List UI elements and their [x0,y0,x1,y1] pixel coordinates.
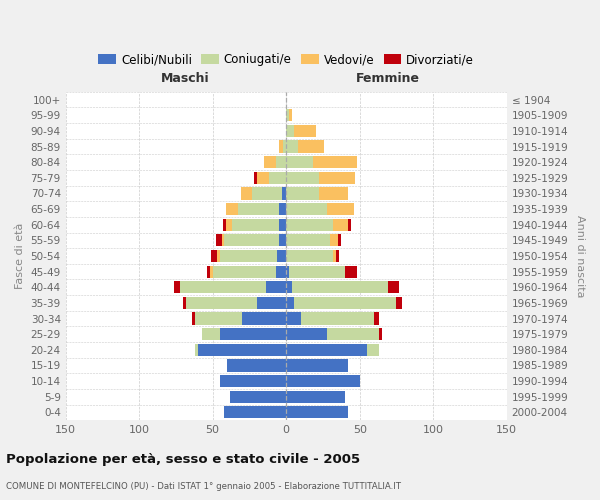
Bar [283,140,286,152]
Bar [279,218,286,231]
Bar [333,250,336,262]
Bar [286,328,328,340]
Bar [210,266,212,278]
Bar [264,156,276,168]
Bar [286,109,289,122]
Bar [286,156,313,168]
Bar [220,375,286,387]
Bar [289,266,345,278]
Text: COMUNE DI MONTEFELCINO (PU) - Dati ISTAT 1° gennaio 2005 - Elaborazione TUTTITAL: COMUNE DI MONTEFELCINO (PU) - Dati ISTAT… [6,482,401,491]
Bar [279,140,283,152]
Bar [183,297,186,309]
Bar [292,281,388,293]
Bar [286,390,345,403]
Bar [286,234,331,246]
Bar [181,281,266,293]
Bar [227,360,286,372]
Bar [293,297,397,309]
Bar [286,203,328,215]
Bar [286,297,293,309]
Text: Maschi: Maschi [160,72,209,86]
Bar [257,297,286,309]
Bar [319,188,348,200]
Bar [175,281,181,293]
Bar [279,203,286,215]
Bar [195,344,198,356]
Bar [242,312,286,324]
Bar [192,312,195,324]
Bar [286,188,319,200]
Bar [286,375,360,387]
Bar [221,234,224,246]
Bar [289,109,292,122]
Bar [286,266,289,278]
Bar [195,312,242,324]
Bar [379,328,382,340]
Bar [269,172,286,184]
Bar [230,390,286,403]
Bar [331,234,338,246]
Bar [286,140,298,152]
Bar [198,344,286,356]
Bar [336,250,339,262]
Bar [238,203,279,215]
Bar [298,140,325,152]
Bar [286,281,292,293]
Bar [282,188,286,200]
Bar [266,281,286,293]
Bar [276,266,286,278]
Bar [211,250,217,262]
Bar [232,218,279,231]
Bar [253,188,282,200]
Bar [254,172,257,184]
Text: Popolazione per età, sesso e stato civile - 2005: Popolazione per età, sesso e stato civil… [6,452,360,466]
Bar [328,328,379,340]
Bar [215,234,221,246]
Bar [286,344,367,356]
Bar [223,218,226,231]
Bar [226,203,238,215]
Text: Femmine: Femmine [356,72,419,86]
Bar [338,234,341,246]
Bar [313,156,357,168]
Bar [279,234,286,246]
Bar [286,312,301,324]
Bar [367,344,379,356]
Bar [333,218,348,231]
Bar [207,266,210,278]
Legend: Celibi/Nubili, Coniugati/e, Vedovi/e, Divorziati/e: Celibi/Nubili, Coniugati/e, Vedovi/e, Di… [94,48,479,71]
Bar [286,125,293,137]
Bar [374,312,379,324]
Bar [220,328,286,340]
Bar [220,250,277,262]
Bar [276,156,286,168]
Bar [388,281,400,293]
Bar [217,250,220,262]
Bar [186,297,257,309]
Bar [286,406,348,418]
Bar [241,188,253,200]
Y-axis label: Fasce di età: Fasce di età [15,223,25,289]
Bar [202,328,220,340]
Bar [277,250,286,262]
Bar [286,218,333,231]
Bar [293,125,316,137]
Bar [212,266,276,278]
Bar [397,297,403,309]
Bar [301,312,374,324]
Bar [345,266,357,278]
Bar [257,172,269,184]
Bar [224,406,286,418]
Bar [226,218,232,231]
Bar [224,234,279,246]
Bar [286,250,333,262]
Bar [319,172,355,184]
Bar [286,360,348,372]
Bar [328,203,354,215]
Bar [348,218,351,231]
Bar [286,172,319,184]
Y-axis label: Anni di nascita: Anni di nascita [575,214,585,297]
